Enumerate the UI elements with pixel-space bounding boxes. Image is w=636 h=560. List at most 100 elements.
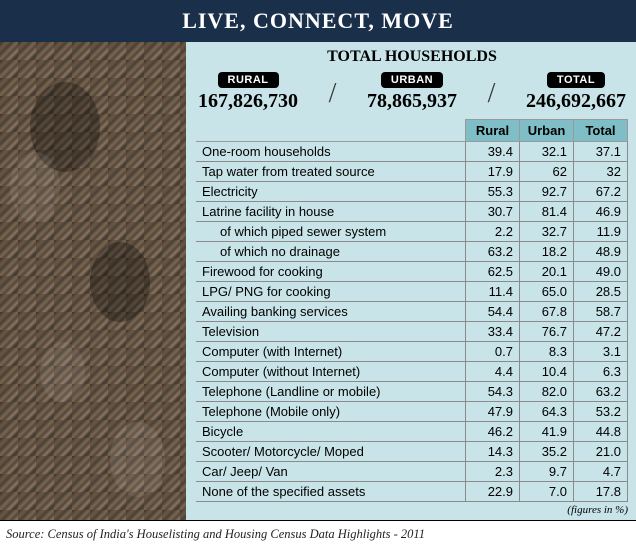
cell-urban: 92.7 [520, 182, 574, 202]
cell-total: 48.9 [574, 242, 628, 262]
table-row: Availing banking services54.467.858.7 [196, 302, 628, 322]
row-label: Telephone (Mobile only) [196, 402, 466, 422]
table-row: Television33.476.747.2 [196, 322, 628, 342]
cell-total: 67.2 [574, 182, 628, 202]
row-label: Car/ Jeep/ Van [196, 462, 466, 482]
cell-total: 47.2 [574, 322, 628, 342]
cell-urban: 65.0 [520, 282, 574, 302]
col-blank [196, 120, 466, 142]
cell-urban: 82.0 [520, 382, 574, 402]
cell-urban: 41.9 [520, 422, 574, 442]
row-label: Firewood for cooking [196, 262, 466, 282]
totals-row: RURAL 167,826,730 / URBAN 78,865,937 / T… [196, 70, 628, 113]
cell-rural: 39.4 [466, 142, 520, 162]
cell-urban: 9.7 [520, 462, 574, 482]
total-value: 246,692,667 [526, 90, 626, 113]
cell-rural: 22.9 [466, 482, 520, 502]
table-row: Computer (without Internet)4.410.46.3 [196, 362, 628, 382]
cell-total: 53.2 [574, 402, 628, 422]
cell-urban: 18.2 [520, 242, 574, 262]
cell-rural: 2.3 [466, 462, 520, 482]
cell-total: 6.3 [574, 362, 628, 382]
row-label: Computer (with Internet) [196, 342, 466, 362]
figures-note: (figures in %) [196, 502, 628, 516]
cell-total: 3.1 [574, 342, 628, 362]
cell-rural: 54.4 [466, 302, 520, 322]
row-label: of which no drainage [196, 242, 466, 262]
table-row: Telephone (Mobile only)47.964.353.2 [196, 402, 628, 422]
cell-urban: 7.0 [520, 482, 574, 502]
table-row: Latrine facility in house30.781.446.9 [196, 202, 628, 222]
cell-urban: 8.3 [520, 342, 574, 362]
table-row: of which piped sewer system2.232.711.9 [196, 222, 628, 242]
cell-total: 58.7 [574, 302, 628, 322]
cell-rural: 62.5 [466, 262, 520, 282]
row-label: Bicycle [196, 422, 466, 442]
cell-rural: 55.3 [466, 182, 520, 202]
table-row: Car/ Jeep/ Van2.39.74.7 [196, 462, 628, 482]
crowd-photo [0, 42, 186, 520]
total-tag: TOTAL [547, 72, 605, 88]
cell-total: 11.9 [574, 222, 628, 242]
separator: / [329, 78, 337, 110]
cell-total: 37.1 [574, 142, 628, 162]
table-row: Bicycle46.241.944.8 [196, 422, 628, 442]
cell-rural: 4.4 [466, 362, 520, 382]
rural-value: 167,826,730 [198, 90, 298, 113]
cell-urban: 76.7 [520, 322, 574, 342]
row-label: Scooter/ Motorcycle/ Moped [196, 442, 466, 462]
cell-urban: 10.4 [520, 362, 574, 382]
row-label: None of the specified assets [196, 482, 466, 502]
table-header-row: Rural Urban Total [196, 120, 628, 142]
row-label: Availing banking services [196, 302, 466, 322]
cell-rural: 33.4 [466, 322, 520, 342]
cell-total: 44.8 [574, 422, 628, 442]
cell-rural: 11.4 [466, 282, 520, 302]
cell-total: 4.7 [574, 462, 628, 482]
row-label: LPG/ PNG for cooking [196, 282, 466, 302]
cell-total: 46.9 [574, 202, 628, 222]
table-row: Firewood for cooking62.520.149.0 [196, 262, 628, 282]
table-row: None of the specified assets22.97.017.8 [196, 482, 628, 502]
table-row: Telephone (Landline or mobile)54.382.063… [196, 382, 628, 402]
row-label: Telephone (Landline or mobile) [196, 382, 466, 402]
separator: / [488, 78, 496, 110]
col-rural: Rural [466, 120, 520, 142]
cell-total: 28.5 [574, 282, 628, 302]
table-row: Scooter/ Motorcycle/ Moped14.335.221.0 [196, 442, 628, 462]
cell-rural: 30.7 [466, 202, 520, 222]
data-table: Rural Urban Total One-room households39.… [196, 119, 628, 502]
cell-rural: 17.9 [466, 162, 520, 182]
cell-rural: 46.2 [466, 422, 520, 442]
content-row: TOTAL HOUSEHOLDS RURAL 167,826,730 / URB… [0, 42, 636, 520]
urban-tag: URBAN [381, 72, 443, 88]
table-row: LPG/ PNG for cooking11.465.028.5 [196, 282, 628, 302]
cell-total: 63.2 [574, 382, 628, 402]
cell-total: 49.0 [574, 262, 628, 282]
cell-urban: 32.7 [520, 222, 574, 242]
row-label: Computer (without Internet) [196, 362, 466, 382]
urban-value: 78,865,937 [367, 90, 457, 113]
cell-urban: 32.1 [520, 142, 574, 162]
row-label: of which piped sewer system [196, 222, 466, 242]
col-total: Total [574, 120, 628, 142]
page-title: LIVE, CONNECT, MOVE [0, 0, 636, 42]
cell-rural: 14.3 [466, 442, 520, 462]
cell-rural: 0.7 [466, 342, 520, 362]
cell-urban: 20.1 [520, 262, 574, 282]
cell-total: 17.8 [574, 482, 628, 502]
row-label: Electricity [196, 182, 466, 202]
total-urban: URBAN 78,865,937 [367, 70, 457, 113]
total-all: TOTAL 246,692,667 [526, 70, 626, 113]
cell-rural: 63.2 [466, 242, 520, 262]
row-label: Television [196, 322, 466, 342]
cell-rural: 2.2 [466, 222, 520, 242]
cell-urban: 62 [520, 162, 574, 182]
table-row: of which no drainage63.218.248.9 [196, 242, 628, 262]
col-urban: Urban [520, 120, 574, 142]
rural-tag: RURAL [218, 72, 279, 88]
cell-urban: 81.4 [520, 202, 574, 222]
data-panel: TOTAL HOUSEHOLDS RURAL 167,826,730 / URB… [186, 42, 636, 520]
totals-header: TOTAL HOUSEHOLDS [196, 48, 628, 66]
cell-total: 21.0 [574, 442, 628, 462]
